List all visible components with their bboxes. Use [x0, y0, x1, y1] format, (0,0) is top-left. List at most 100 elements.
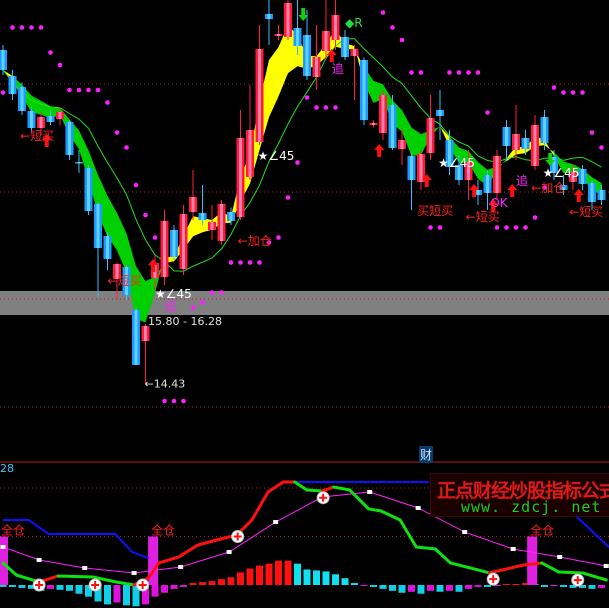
candle	[597, 185, 606, 205]
ma-ribbon	[506, 146, 516, 162]
signal-annotation: ◆R	[345, 16, 363, 30]
finance-badge[interactable]: 财	[419, 446, 434, 463]
histogram-bar	[246, 568, 254, 585]
histogram-bar	[579, 585, 586, 588]
candle-highlight	[448, 140, 451, 167]
candle-highlight	[258, 49, 261, 142]
sar-dot	[152, 235, 158, 240]
histogram-bar	[351, 583, 358, 585]
plus-circle-icon	[136, 578, 150, 592]
full-position-label: 全仓	[530, 523, 554, 538]
plus-circle-icon	[32, 578, 46, 592]
ma-ribbon	[126, 233, 136, 319]
candle	[198, 185, 207, 225]
candle	[322, 0, 330, 60]
candle-highlight	[372, 123, 375, 125]
candle-highlight	[11, 76, 14, 94]
histogram-bar	[370, 585, 377, 587]
main-line-segment	[1, 561, 18, 577]
ma-ribbon	[468, 151, 478, 179]
plus-sign	[573, 576, 582, 585]
signal-annotation: ★∠45	[543, 166, 580, 180]
signal-annotation: ←短买	[20, 129, 54, 143]
signal-marker	[178, 564, 184, 569]
sar-dot	[171, 398, 177, 404]
buy-arrow-icon	[326, 49, 337, 62]
sar-dot	[86, 87, 91, 93]
sar-dot	[475, 70, 481, 75]
candle-highlight	[172, 230, 176, 257]
histogram-bar	[503, 584, 510, 586]
main-line-segment	[367, 507, 383, 513]
candle-highlight	[495, 156, 499, 193]
main-line-segment	[305, 488, 324, 493]
candle-highlight	[77, 162, 81, 164]
histogram-bar	[284, 560, 292, 585]
sell-arrow-icon	[545, 153, 556, 166]
full-position-bar	[527, 536, 538, 585]
signal-annotation: ←短买	[466, 210, 500, 224]
candle-highlight	[381, 95, 385, 133]
sar-dot	[162, 398, 167, 404]
sar-dot	[437, 225, 443, 230]
candle	[512, 105, 520, 160]
ma-ribbon	[145, 276, 155, 323]
signal-marker	[415, 505, 421, 510]
plus-sign	[233, 532, 242, 541]
sar-dot	[76, 87, 82, 93]
candle-highlight	[305, 35, 309, 76]
main-line-segment	[250, 490, 270, 522]
histogram-bar	[227, 577, 235, 585]
histogram-bar	[123, 585, 130, 606]
candle	[588, 180, 596, 210]
buy-arrow-icon	[507, 184, 518, 197]
sar-dot	[29, 25, 34, 30]
sar-dot	[409, 70, 414, 75]
candle-highlight	[419, 154, 423, 182]
ma-line	[2, 38, 602, 272]
histogram-bar	[237, 572, 244, 585]
candle-highlight	[410, 156, 413, 180]
candle	[436, 90, 444, 140]
signal-annotation: ←短买	[108, 274, 142, 288]
candle	[160, 210, 169, 285]
main-line-segment	[581, 571, 608, 582]
candle-highlight	[58, 112, 62, 119]
sar-dot	[247, 260, 253, 265]
candle	[141, 324, 150, 384]
candle	[350, 45, 359, 100]
main-line-segment	[320, 485, 336, 493]
plus-sign	[91, 581, 100, 589]
histogram-bar	[132, 585, 140, 607]
histogram-bar	[332, 574, 339, 585]
sar-dot	[532, 215, 538, 220]
sar-dot	[200, 300, 205, 305]
candle	[531, 115, 539, 170]
main-line-segment	[414, 545, 437, 551]
histogram-bar	[389, 585, 396, 591]
signal-marker	[82, 566, 88, 571]
candle-highlight	[457, 165, 461, 180]
blue-line	[3, 519, 149, 559]
candle	[246, 85, 254, 180]
main-line-segment	[114, 580, 136, 587]
candle-highlight	[524, 138, 527, 149]
candle	[236, 110, 245, 220]
sar-dot	[209, 290, 215, 295]
sar-dot	[181, 398, 186, 404]
candle	[227, 207, 235, 225]
signal-annotation: 买短买	[417, 204, 453, 218]
signal-line	[2, 491, 607, 574]
candle-highlight	[49, 116, 52, 122]
main-line-segment	[433, 547, 452, 565]
buy-arrow-icon	[469, 184, 480, 197]
histogram-bar	[151, 585, 159, 597]
sar-dot	[228, 260, 234, 265]
candle	[398, 130, 406, 165]
sar-dot	[485, 110, 490, 115]
sar-dot	[143, 212, 148, 218]
sar-dot	[57, 62, 63, 68]
ma-ribbon	[136, 266, 146, 323]
sar-dot	[124, 145, 129, 150]
